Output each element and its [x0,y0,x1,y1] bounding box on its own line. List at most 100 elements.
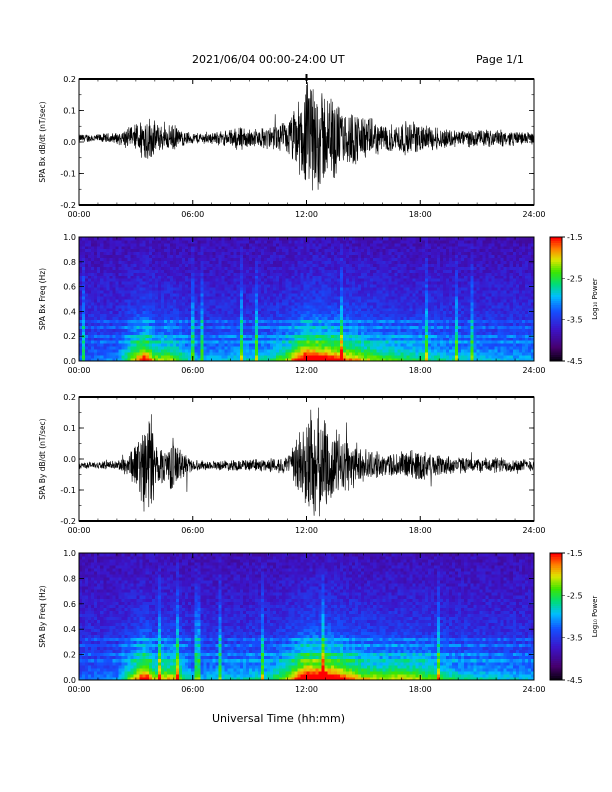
spectrogram-cell [421,304,426,309]
spectrogram-cell [418,304,423,309]
spectrogram-cell [370,260,374,264]
spectrogram-cell [352,322,356,326]
spectrogram-cell [154,237,159,241]
spectrogram-cell [394,287,398,291]
spectrogram-cell [112,281,116,285]
spectrogram-cell [154,296,159,300]
spectrogram-cell [391,346,395,350]
spectrogram-cell [85,301,89,306]
spectrogram-cell [118,269,122,273]
spectrogram-cell [336,290,341,294]
spectrogram-cell [330,275,335,279]
spectrogram-cell [418,337,423,341]
spectrogram-cell [112,254,116,259]
spectrogram-cell [245,290,250,294]
spectrogram-cell [309,239,313,244]
spectrogram-cell [85,237,89,241]
spectrogram-cell [355,355,359,359]
spectrogram-cell [118,237,122,241]
spectrogram-cell [166,275,171,279]
spectrogram-cell [148,331,153,335]
spectrogram-cell [370,296,374,300]
spectrogram-cell [427,260,432,264]
spectrogram-cell [339,355,344,359]
spectrogram-cell [352,334,356,338]
spectrogram-cell [406,313,411,318]
spectrogram-cell [291,239,295,244]
spectrogram-cell [291,281,295,285]
spectrogram-cell [382,343,386,347]
spectrogram-cell [124,334,128,338]
spectrogram-cell [385,254,389,259]
spectrogram-cell [358,319,362,324]
spectrogram-cell [261,278,265,282]
spectrogram-cell [406,287,411,291]
spectrogram-cell [139,281,144,285]
spectrogram-cell [127,248,131,253]
spectrogram-cell [218,269,222,273]
spectrogram-cell [300,307,304,312]
spectrogram-cell [224,290,229,294]
spectrogram-cell [418,346,423,350]
spectrogram-cell [361,334,365,338]
spectrogram-cell [197,284,201,288]
spectrogram-cell [388,296,392,300]
spectrogram-cell [176,334,180,338]
spectrogram-cell [376,337,380,341]
spectrogram-cell [273,316,277,321]
spectrogram-cell [294,266,298,270]
spectrogram-cell [227,304,232,309]
spectrogram-cell [248,319,253,324]
spectrogram-cell [106,296,110,300]
spectrogram-cell [394,307,398,312]
spectrogram-cell [136,316,141,321]
spectrogram-cell [306,349,310,353]
spectrogram-cell [327,343,332,347]
spectrogram-cell [394,290,398,294]
spectrogram-cell [294,248,298,253]
spectrogram-cell [185,322,189,326]
spectrogram-cell [206,254,210,259]
spectrogram-cell [160,272,165,276]
spectrogram-cell [391,287,395,291]
spectrogram-cell [166,299,171,303]
spectrogram-cell [218,290,222,294]
spectrogram-cell [170,352,174,356]
spectrogram-cell [385,301,389,306]
spectrogram-cell [254,331,259,335]
spectrogram-cell [215,248,219,253]
spectrogram-cell [118,251,122,256]
spectrogram-cell [218,331,222,335]
spectrogram-cell [136,281,141,285]
spectrogram-cell [300,322,304,326]
spectrogram-cell [179,248,183,253]
spectrogram-cell [297,242,301,247]
spectrogram-cell [245,301,250,306]
spectrogram-cell [418,325,423,329]
spectrogram-cell [136,310,141,315]
spectrogram-cell [282,242,286,247]
spectrogram-cell [103,358,107,362]
spectrogram-cell [118,257,122,262]
spectrogram-cell [194,299,198,303]
spectrogram-cell [166,328,171,332]
spectrogram-cell [148,254,153,259]
spectrogram-cell [394,334,398,338]
spectrogram-cell [345,281,350,285]
spectrogram-cell [291,278,295,282]
spectrogram-cell [415,346,420,350]
spectrogram-cell [251,304,256,309]
spectrogram-cell [197,346,201,350]
spectrogram-cell [376,319,380,324]
spectrogram-cell [242,239,247,244]
spectrogram-cell [312,239,316,244]
spectrogram-cell [285,293,289,297]
spectrogram-cell [306,296,310,300]
spectrogram-cell [409,281,414,285]
spectrogram-cell [136,355,141,359]
spectrogram-cell [257,331,262,335]
spectrogram-cell [327,316,332,321]
spectrogram-cell [166,269,171,273]
spectrogram-cell [236,239,241,244]
spectrogram-cell [215,278,219,282]
